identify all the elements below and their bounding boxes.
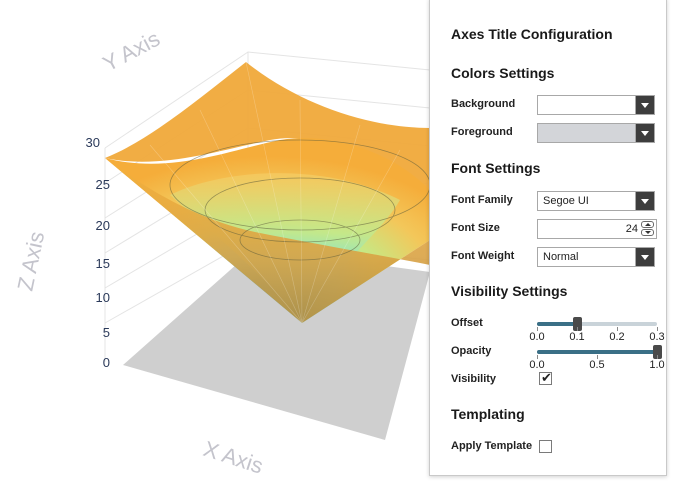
slider-thumb[interactable] [573,317,582,331]
font-weight-select[interactable]: Normal [537,247,655,267]
font-family-label: Font Family [451,194,513,206]
z-axis-title: Z Axis [12,229,49,293]
offset-slider[interactable] [537,317,657,331]
slider-tick [617,327,618,331]
surface-back [105,62,430,210]
foreground-label: Foreground [451,126,513,138]
opacity-ticks: 0.0 0.5 1.0 [529,355,665,371]
font-family-select[interactable]: Segoe UI [537,191,655,211]
chevron-down-icon[interactable] [635,96,654,114]
slider-tick-label: 0.3 [649,331,665,343]
slider-fill [537,350,657,354]
visibility-label: Visibility [451,373,497,385]
chevron-down-icon[interactable] [635,124,654,142]
offset-label: Offset [451,317,483,329]
z-tick-label: 20 [96,218,110,233]
slider-thumb[interactable] [653,345,662,359]
font-size-value: 24 [625,223,638,235]
slider-tick-label: 1.0 [649,359,665,371]
font-size-label: Font Size [451,222,500,234]
slider-tick [597,355,598,359]
slider-tick-label: 0.5 [589,359,605,371]
slider-tick [657,355,658,359]
templating-section-title: Templating [451,406,525,422]
slider-tick [537,327,538,331]
slider-tick [537,355,538,359]
font-family-value: Segoe UI [543,195,589,207]
z-tick-label: 0 [103,355,110,370]
z-tick-label: 5 [103,325,110,340]
z-tick-label: 15 [96,256,110,271]
slider-track [537,322,657,326]
font-size-stepper[interactable]: 24 [537,219,657,239]
y-axis-title: Y Axis [99,26,164,77]
chevron-down-icon[interactable] [635,192,654,210]
opacity-label: Opacity [451,345,492,357]
slider-tick [577,327,578,331]
slider-tick [657,327,658,331]
background-color-picker[interactable] [537,95,655,115]
slider-tick-label: 0.1 [569,331,585,343]
stepper-buttons [641,221,655,237]
increment-icon[interactable] [641,221,654,228]
visibility-section-title: Visibility Settings [451,283,568,299]
slider-fill [537,322,577,326]
surface-facets [149,61,401,324]
decrement-icon[interactable] [641,229,654,236]
z-tick-label: 30 [86,135,100,150]
z-ticks: 0 5 10 15 20 25 30 [86,135,110,370]
axes-title-config-panel: Axes Title Configuration Colors Settings… [429,0,667,476]
slider-tick-label: 0.0 [529,331,545,343]
chevron-down-icon[interactable] [635,248,654,266]
visibility-checkbox[interactable]: ✔ [539,370,552,385]
foreground-color-picker[interactable] [537,123,655,143]
opacity-slider[interactable] [537,345,662,359]
z-tick-label: 10 [96,290,110,305]
font-section-title: Font Settings [451,160,541,176]
apply-template-label: Apply Template [451,440,533,452]
colors-section-title: Colors Settings [451,65,555,81]
slider-tick-label: 0.0 [529,359,545,371]
offset-ticks: 0.0 0.1 0.2 0.3 [529,327,665,343]
z-tick-label: 25 [96,177,110,192]
checkmark-icon: ✔ [541,370,552,385]
slider-tick-label: 0.2 [609,331,625,343]
panel-title: Axes Title Configuration [451,26,613,42]
background-label: Background [451,98,516,110]
font-weight-label: Font Weight [451,250,515,262]
chart-floor [123,248,430,440]
apply-template-checkbox[interactable] [539,440,552,453]
font-weight-value: Normal [543,251,579,263]
x-axis-title: X Axis [200,436,266,479]
